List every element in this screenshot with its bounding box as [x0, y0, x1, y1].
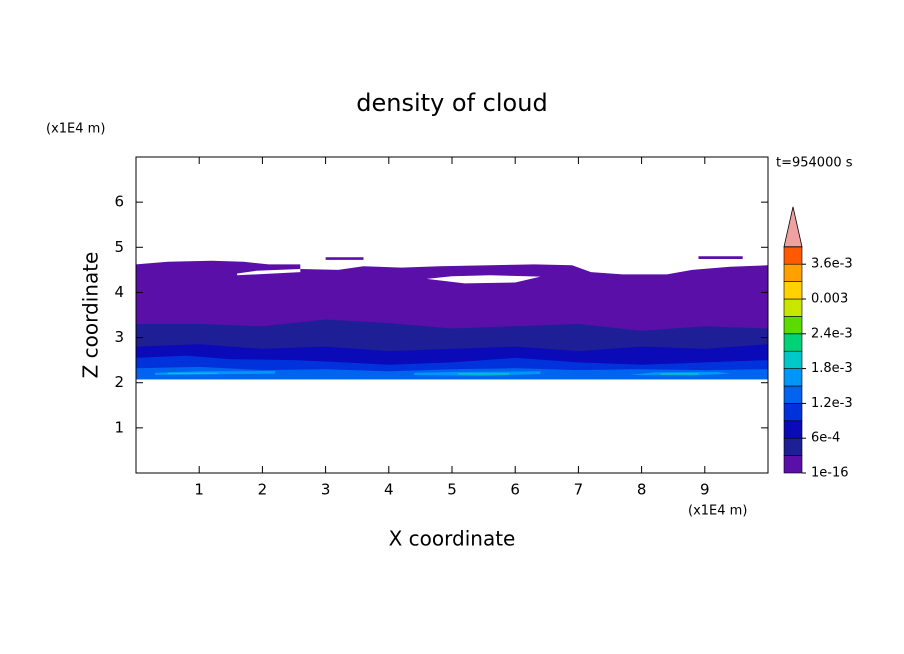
x-unit: (x1E4 m) [688, 504, 747, 519]
colorbar-box [783, 316, 803, 335]
y-axis-label: Z coordinate [79, 252, 103, 379]
contour-fill [458, 373, 509, 375]
x-tick-label: 9 [700, 481, 710, 499]
x-tick-label: 4 [384, 481, 394, 499]
colorbar-box [783, 437, 803, 456]
y-tick-label: 1 [114, 418, 124, 436]
colorbar-label: 1e-16 [811, 466, 849, 481]
y-tick-label: 3 [114, 328, 124, 346]
colorbar-box [783, 385, 803, 404]
colorbar-box [783, 263, 803, 282]
colorbar-box [783, 281, 803, 300]
y-tick-label: 4 [114, 283, 124, 301]
colorbar-box [783, 403, 803, 422]
colorbar-label: 6e-4 [811, 431, 840, 446]
y-tick-label: 5 [114, 238, 124, 256]
contour-fill [698, 256, 743, 259]
contour-fill [660, 373, 699, 375]
colorbar-label: 1.8e-3 [811, 361, 853, 376]
colorbar-box [783, 350, 803, 369]
x-tick-label: 6 [510, 481, 520, 499]
colorbar-box [783, 368, 803, 387]
contour-fill [167, 372, 219, 375]
colorbar-box [783, 298, 803, 317]
cloud-gap [237, 269, 301, 276]
colorbar-label: 0.003 [811, 292, 848, 307]
chart-title: density of cloud [356, 89, 547, 117]
colorbar-box [783, 420, 803, 439]
x-tick-label: 2 [258, 481, 268, 499]
y-tick-label: 2 [114, 373, 124, 391]
cloud-gap [426, 275, 541, 284]
colorbar-label: 3.6e-3 [811, 257, 853, 272]
x-tick-label: 3 [321, 481, 331, 499]
x-tick-label: 8 [637, 481, 647, 499]
colorbar-label: 1.2e-3 [811, 396, 853, 411]
y-tick-label: 6 [114, 193, 124, 211]
y-unit: (x1E4 m) [46, 122, 105, 137]
colorbar-box [783, 455, 803, 474]
colorbar-extend [783, 206, 803, 248]
x-axis-label: X coordinate [389, 527, 516, 551]
x-tick-label: 5 [447, 481, 457, 499]
colorbar-box [783, 333, 803, 352]
annotation: t=954000 s [776, 156, 853, 171]
x-tick-label: 7 [574, 481, 584, 499]
colorbar-label: 2.4e-3 [811, 326, 853, 341]
x-tick-label: 1 [194, 481, 204, 499]
contour-fill [325, 257, 364, 260]
colorbar-box [783, 246, 803, 265]
